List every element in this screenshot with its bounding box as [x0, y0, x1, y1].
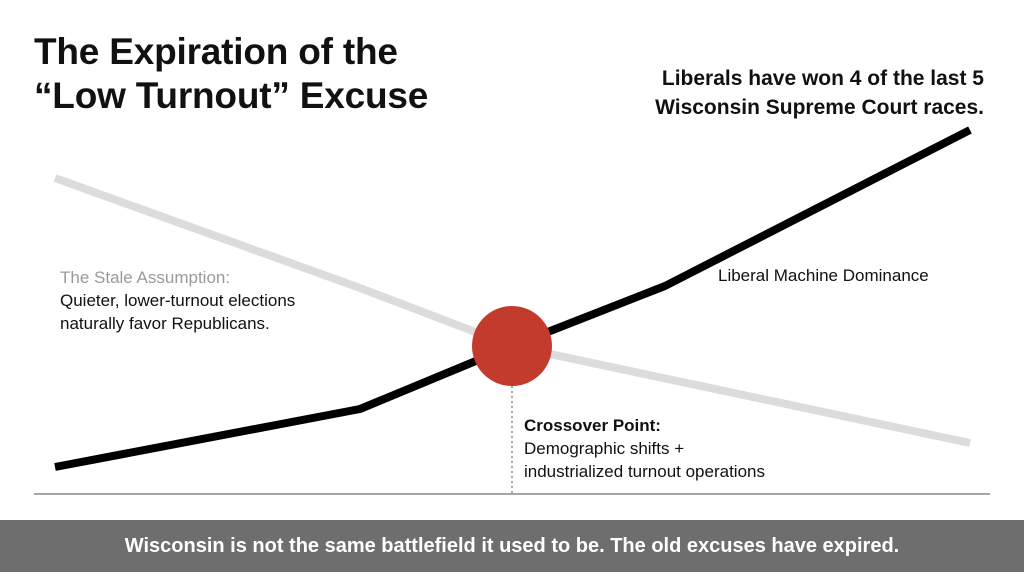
footer-text: Wisconsin is not the same battlefield it…	[124, 534, 900, 557]
stale-assumption-line	[53, 174, 971, 447]
stale-assumption-title: The Stale Assumption:	[60, 268, 231, 287]
headline-callout: Liberals have won 4 of the last 5 Wiscon…	[655, 64, 984, 122]
crossover-annotation: Crossover Point: Demographic shifts + in…	[524, 414, 765, 483]
crossover-point-marker	[472, 306, 552, 386]
stale-assumption-line-2: naturally favor Republicans.	[60, 314, 270, 333]
crossover-line-2: industrialized turnout operations	[524, 462, 765, 481]
stale-assumption-annotation: The Stale Assumption: Quieter, lower-tur…	[60, 266, 295, 335]
footer-banner: Wisconsin is not the same battlefield it…	[0, 520, 1024, 572]
liberal-dominance-label: Liberal Machine Dominance	[718, 266, 929, 285]
stale-assumption-line-1: Quieter, lower-turnout elections	[60, 291, 296, 310]
headline-line-1: Liberals have won 4 of the last 5	[661, 67, 984, 90]
headline-line-2: Wisconsin Supreme Court races.	[655, 96, 984, 119]
page-title: The Expiration of the “Low Turnout” Excu…	[34, 30, 428, 118]
title-line-2: “Low Turnout” Excuse	[34, 75, 429, 116]
crossover-title: Crossover Point:	[524, 416, 661, 435]
crossover-line-1: Demographic shifts +	[524, 439, 685, 458]
title-line-1: The Expiration of the	[34, 31, 398, 72]
